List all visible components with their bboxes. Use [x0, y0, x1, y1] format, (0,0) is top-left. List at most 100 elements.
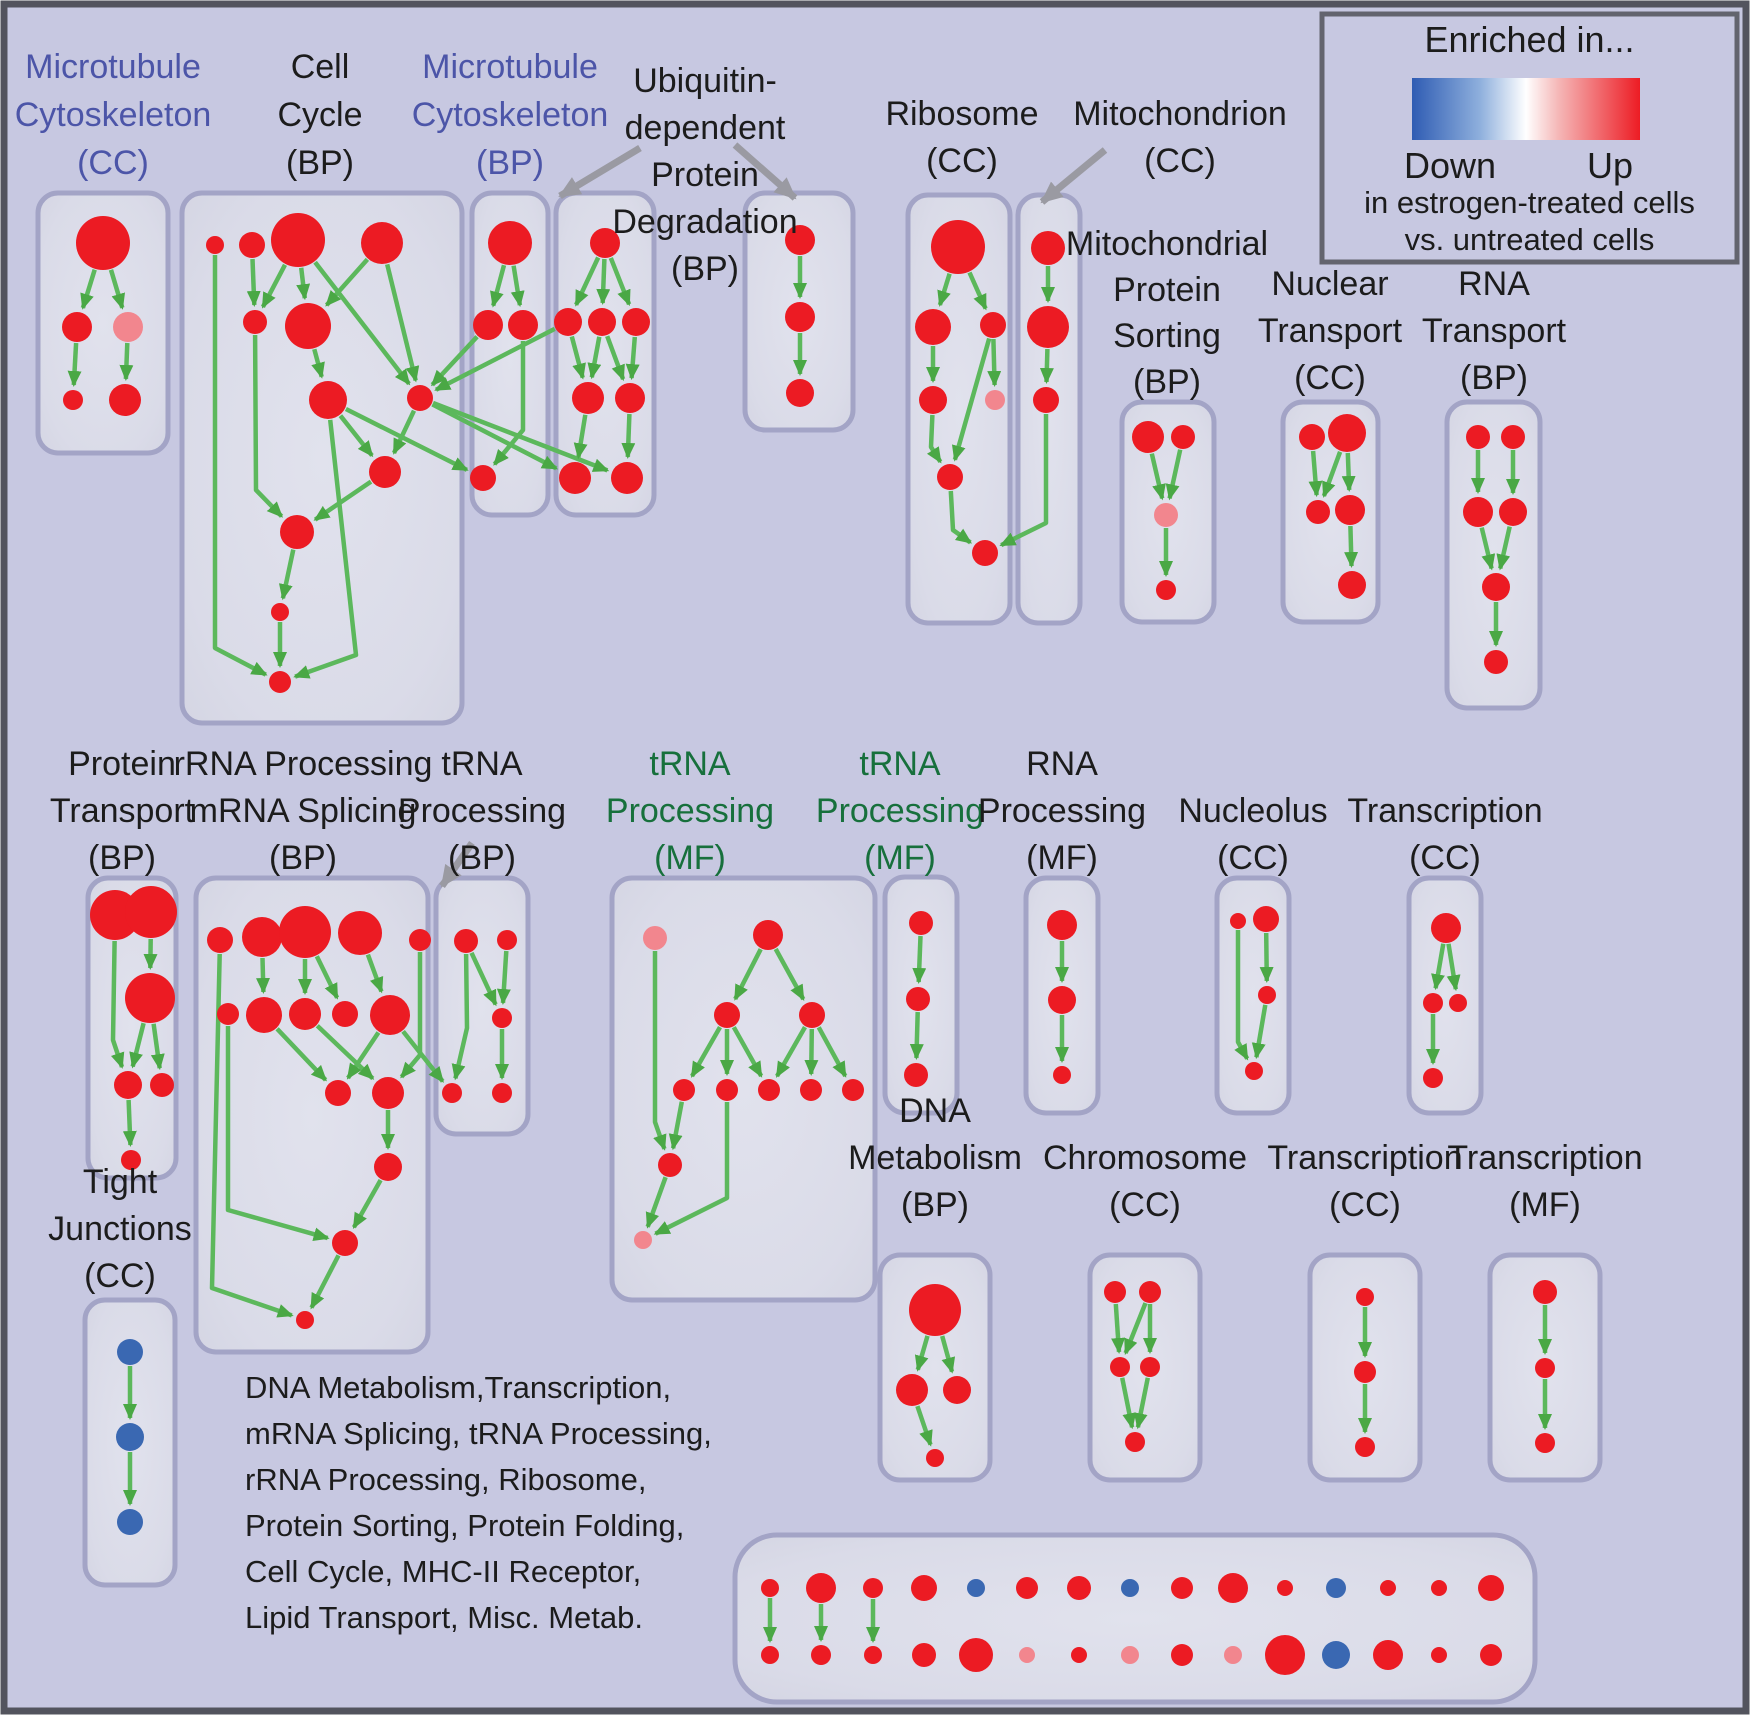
edge-arrow [365, 953, 384, 994]
go-term-node-u6 [615, 383, 645, 413]
go-term-node-k3 [1449, 994, 1467, 1012]
cluster-label-mitochondrion: Mitochondrion (CC) [1073, 95, 1287, 180]
cluster-label-nucleolus: Nucleolus (CC) [1178, 792, 1327, 877]
go-term-node-bt6 [1016, 1577, 1038, 1599]
edge-arrow [948, 490, 973, 545]
cluster-label-microtubule-bp: Microtubule Cytoskeleton (BP) [412, 48, 609, 182]
go-term-node-u5 [572, 382, 604, 414]
go-term-node-bb6 [1019, 1647, 1035, 1663]
cluster-label-dna-metabolism: DNA Metabolism (BP) [848, 1092, 1022, 1224]
go-term-node-i2 [1048, 986, 1076, 1014]
go-term-node-tb1 [454, 929, 478, 953]
legend-up-label: Up [1587, 145, 1633, 186]
edge-arrow [246, 258, 261, 307]
edge-arrow [1123, 1302, 1148, 1355]
edge-arrow [313, 479, 373, 522]
edge-arrow [252, 334, 284, 518]
go-term-node-rc2 [372, 1077, 404, 1109]
go-term-node-rb2 [915, 309, 951, 345]
cluster-label-cell-cycle: Cell Cycle (BP) [277, 48, 362, 182]
go-term-node-bb1 [761, 1646, 779, 1664]
go-term-node-pt4 [114, 1071, 142, 1099]
go-term-node-h1 [909, 911, 933, 935]
legend-caption-line2: vs. untreated cells [1405, 222, 1655, 257]
go-term-node-bt3 [863, 1578, 883, 1598]
edge-arrow [967, 271, 988, 311]
edge-arrow [1446, 943, 1461, 992]
go-term-node-c5 [1125, 1432, 1145, 1452]
go-term-node-rd [374, 1153, 402, 1181]
go-term-node-g8 [842, 1079, 864, 1101]
go-term-node-cc10 [280, 515, 314, 549]
go-term-node-rbb2 [246, 997, 282, 1033]
go-term-node-a4 [63, 390, 83, 410]
edge-arrow [496, 950, 511, 1005]
edge-arrow [338, 414, 374, 458]
edge-arrow [492, 341, 526, 466]
edge-arrow [596, 258, 611, 305]
go-term-node-bt10 [1218, 1573, 1248, 1603]
edge-arrow [587, 336, 602, 380]
go-term-node-j3 [1258, 986, 1276, 1004]
edge-arrow [351, 1178, 383, 1230]
edge-arrow [645, 1176, 668, 1229]
go-term-node-tb2 [497, 930, 517, 950]
edge-arrow [314, 955, 340, 1000]
edge-arrow [256, 957, 271, 994]
go-term-node-rb7 [972, 540, 998, 566]
edge-arrow [605, 335, 626, 382]
go-term-node-ra3 [279, 906, 331, 958]
edge-arrow [574, 256, 601, 307]
go-term-node-m1 [1031, 231, 1065, 265]
go-term-node-m3 [1033, 387, 1059, 413]
edge-arrow [1251, 1004, 1268, 1060]
go-term-node-n2 [1328, 414, 1366, 452]
go-term-node-cc2 [239, 232, 265, 258]
go-term-node-q3 [786, 379, 814, 407]
edge-arrow [344, 406, 469, 472]
go-term-node-t3 [1463, 497, 1493, 527]
go-term-node-g5 [716, 1079, 738, 1101]
cluster-label-transcription-mf: Transcription (MF) [1447, 1139, 1642, 1224]
go-term-node-ra5 [409, 929, 431, 951]
go-term-node-q1 [785, 225, 815, 255]
cluster-label-rrna-processing: rRNA Processing mRNA Splicing (BP) [174, 745, 433, 877]
edge-arrow [999, 414, 1049, 548]
edge-arrow [731, 1026, 764, 1078]
go-term-node-g7 [800, 1079, 822, 1101]
edge-arrow [1431, 943, 1446, 991]
go-term-node-bb3 [864, 1646, 882, 1664]
edge-arrow [311, 348, 325, 379]
go-term-node-bt1 [761, 1579, 779, 1597]
label-pointer-arrow-1 [558, 144, 642, 200]
cluster-label-mito-sorting: Mitochondrial Protein Sorting (BP) [1066, 225, 1268, 401]
go-term-node-t5 [1482, 573, 1510, 601]
go-term-node-e1 [1356, 1288, 1374, 1306]
go-term-node-rb5 [985, 390, 1005, 410]
cluster-box-b20 [877, 1252, 993, 1483]
go-term-node-bt7 [1067, 1576, 1091, 1600]
edge-arrow [653, 1102, 730, 1236]
go-term-node-bt12 [1326, 1578, 1346, 1598]
go-term-node-q2 [785, 302, 815, 332]
go-term-node-bt14 [1431, 1580, 1447, 1596]
go-term-node-cc1 [206, 236, 224, 254]
go-term-node-rbb5 [370, 995, 410, 1035]
go-term-node-t6 [1484, 650, 1508, 674]
edge-arrow [391, 409, 417, 455]
go-term-node-g2 [714, 1002, 740, 1028]
edge-arrow [150, 1023, 165, 1071]
edge-arrow [110, 940, 125, 1069]
edge-arrow [652, 951, 667, 1151]
go-term-node-bb14 [1431, 1647, 1447, 1663]
cluster-boxes-layer [35, 190, 1603, 1705]
go-term-node-s2 [1171, 425, 1195, 449]
cluster-label-transcription-cc-bot: Transcription (CC) [1267, 1139, 1462, 1224]
go-term-node-tj2 [116, 1423, 144, 1451]
cluster-label-rna-processing-mf: RNA Processing (MF) [978, 745, 1146, 877]
go-term-node-h3 [904, 1063, 928, 1087]
go-term-node-mt2 [473, 310, 503, 340]
cluster-label-chromosome: Chromosome (CC) [1043, 1139, 1247, 1224]
go-term-node-h2 [906, 987, 930, 1011]
